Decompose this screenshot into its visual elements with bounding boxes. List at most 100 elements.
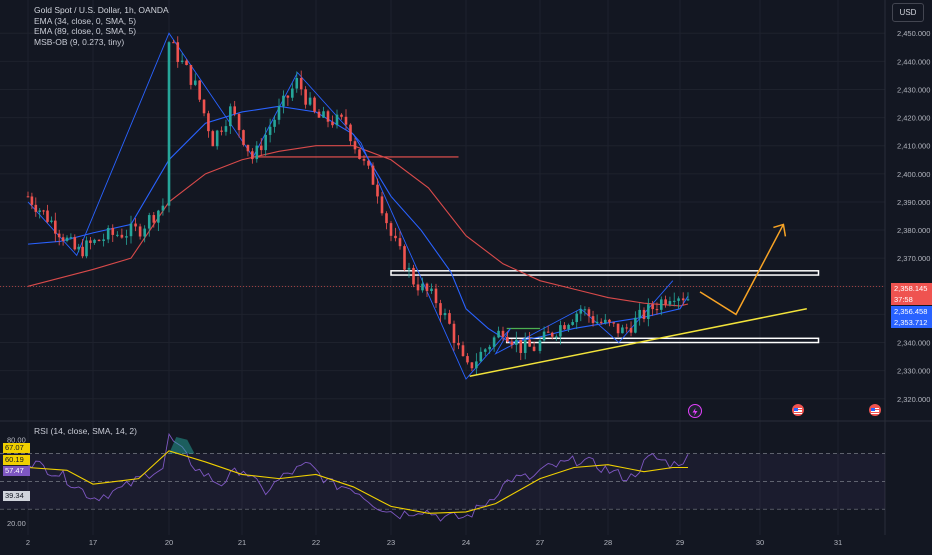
candle-body-125: [575, 313, 579, 323]
candle-body-75: [353, 141, 357, 150]
candle-body-87: [407, 267, 411, 270]
candle-body-57: [273, 119, 276, 127]
x-tick-label: 27: [536, 538, 544, 547]
candle-body-45: [220, 130, 223, 132]
candle-body-96: [448, 313, 451, 324]
candle-body-133: [608, 319, 611, 323]
x-tick-label: 22: [312, 538, 320, 547]
candle-body-115: [532, 346, 536, 351]
candle-body-94: [439, 303, 442, 316]
candle-body-61: [291, 88, 294, 98]
x-tick-label: 2: [26, 538, 30, 547]
us-flag-event-icon[interactable]: [792, 404, 804, 416]
rsi-legend[interactable]: RSI (14, close, SMA, 14, 2): [34, 426, 137, 436]
y-tick-label: 2,410.000: [897, 142, 930, 151]
candle-body-68: [322, 111, 325, 118]
zigzag-line: [27, 32, 674, 380]
candle-body-53: [255, 145, 259, 160]
candle-body-0: [26, 196, 30, 198]
candle-body-85: [398, 238, 402, 247]
lightning-event-icon[interactable]: [688, 404, 702, 418]
x-tick-label: 24: [462, 538, 470, 547]
x-tick-label: 21: [238, 538, 246, 547]
candle-body-12: [73, 237, 77, 250]
x-tick-label: 17: [89, 538, 97, 547]
candle-body-2: [34, 204, 38, 212]
msb-ob-legend[interactable]: MSB-OB (9, 0.273, tiny): [34, 36, 125, 47]
candle-body-31: [157, 210, 160, 223]
candle-body-128: [587, 309, 591, 317]
candle-body-38: [189, 65, 193, 85]
currency-button[interactable]: USD: [892, 3, 924, 22]
candle-body-25: [129, 223, 133, 237]
candle-body-58: [277, 106, 281, 120]
candle-body-64: [304, 89, 307, 105]
candle-body-40: [198, 80, 201, 100]
candle-body-9: [61, 237, 65, 241]
candle-body-34: [172, 42, 175, 44]
candle-body-109: [506, 336, 509, 342]
candle-body-81: [380, 196, 384, 214]
bar-countdown-tag: 37:58: [891, 294, 932, 305]
candle-body-89: [416, 284, 420, 291]
candle-body-20: [106, 228, 110, 240]
candle-body-103: [479, 351, 483, 362]
candle-body-144: [655, 309, 659, 311]
ema89-legend[interactable]: EMA (89, close, 0, SMA, 5): [34, 26, 137, 36]
us-flag-event-icon-2[interactable]: [869, 404, 881, 416]
candle-body-121: [559, 325, 562, 337]
candle-body-36: [180, 60, 184, 62]
candle-body-41: [202, 99, 206, 114]
candle-body-11: [69, 237, 73, 239]
candle-body-131: [599, 321, 603, 323]
y-tick-label: 2,420.000: [897, 114, 930, 123]
candle-body-88: [412, 267, 415, 285]
zone-box-0: [390, 270, 820, 276]
candle-body-47: [229, 106, 232, 127]
candle-body-124: [571, 322, 574, 325]
candle-body-28: [143, 228, 146, 237]
candle-body-143: [651, 304, 654, 310]
candle-body-92: [430, 288, 433, 292]
candle-body-93: [434, 288, 438, 304]
candle-body-110: [510, 341, 514, 345]
candle-body-7: [54, 220, 57, 234]
zone-box-1: [505, 337, 820, 344]
candle-body-90: [421, 283, 424, 291]
y-tick-label: 2,450.000: [897, 29, 930, 38]
candle-body-114: [528, 339, 531, 347]
candle-body-97: [452, 323, 456, 343]
candle-body-43: [211, 131, 215, 147]
y-tick-label: 2,390.000: [897, 198, 930, 207]
ema34-legend[interactable]: EMA (34, close, 0, SMA, 5): [34, 15, 137, 26]
candle-body-13: [77, 246, 80, 250]
candle-body-27: [138, 226, 142, 237]
x-tick-label: 29: [676, 538, 684, 547]
rsi-tick-label: 80.00: [7, 436, 26, 445]
candle-body-137: [625, 327, 629, 329]
candle-body-35: [176, 42, 180, 62]
candle-body-101: [470, 362, 474, 369]
candle-body-62: [295, 78, 299, 89]
candle-body-78: [367, 160, 370, 166]
candle-body-126: [579, 309, 583, 314]
candle-body-46: [224, 126, 228, 132]
candle-body-73: [344, 116, 348, 125]
candle-body-26: [134, 223, 137, 227]
candle-body-122: [563, 325, 566, 330]
y-tick-label: 2,330.000: [897, 367, 930, 376]
candle-body-113: [523, 339, 527, 353]
candle-body-116: [538, 340, 542, 351]
x-tick-label: 30: [756, 538, 764, 547]
candle-body-86: [403, 246, 406, 270]
candle-body-10: [65, 237, 69, 241]
symbol-title[interactable]: Gold Spot / U.S. Dollar, 1h, OANDA: [34, 5, 169, 15]
candle-body-79: [371, 165, 375, 185]
candle-body-140: [638, 309, 641, 318]
candle-body-132: [603, 319, 607, 323]
x-tick-label: 20: [165, 538, 173, 547]
y-tick-label: 2,430.000: [897, 85, 930, 94]
candle-body-108: [501, 330, 505, 337]
